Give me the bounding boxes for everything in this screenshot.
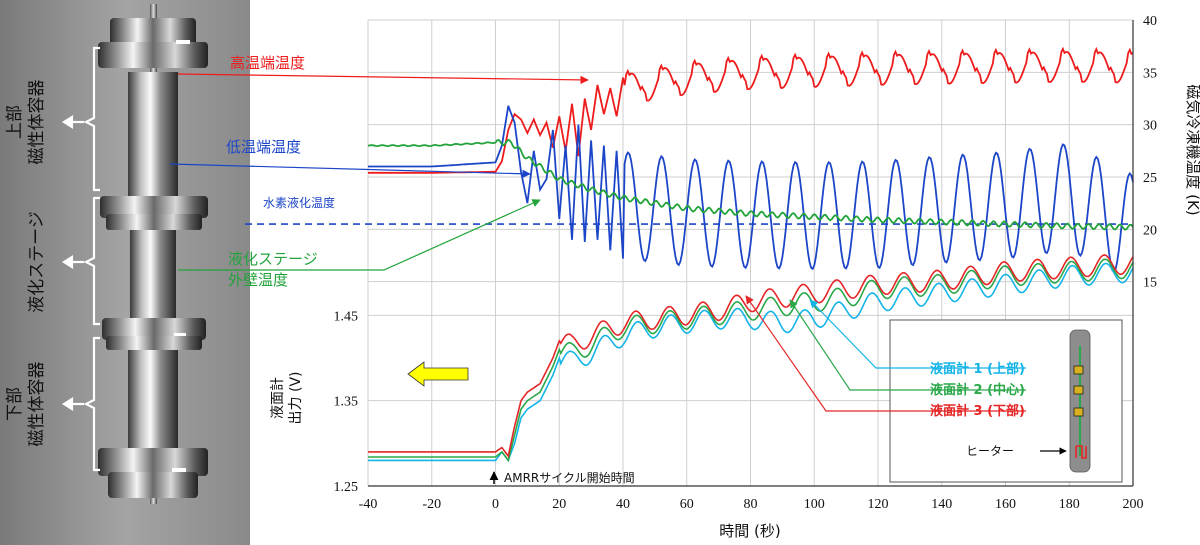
x-tick-120: 120 xyxy=(868,497,889,512)
flange-upper-mid xyxy=(100,196,208,230)
temp-tick-15: 15 xyxy=(1143,276,1157,291)
middle-label: 液化ステージ xyxy=(27,211,47,313)
level3-callout-line xyxy=(745,295,1026,412)
temp-series-hot xyxy=(368,46,1134,174)
temp-series-wall xyxy=(367,138,1134,231)
hot-callout-line xyxy=(177,73,589,85)
flange-bottom xyxy=(98,448,208,498)
bracket-lower xyxy=(83,336,100,472)
gauge2-sensor xyxy=(1073,385,1084,395)
x-tick-60: 60 xyxy=(680,497,694,512)
cold-callout: 低温端温度 xyxy=(226,138,301,156)
x-tick--40: -40 xyxy=(359,497,378,512)
temp-tick-25: 25 xyxy=(1143,171,1157,186)
level-tick-1.45: 1.45 xyxy=(334,309,359,324)
x-tick-160: 160 xyxy=(995,497,1016,512)
wall-callout-line1: 液化ステージ xyxy=(228,250,318,268)
series-group xyxy=(367,46,1134,463)
amrr-start-label: AMRRサイクル開始時間 xyxy=(504,471,635,485)
heater-element xyxy=(1075,445,1087,459)
device-photo: 上部 磁性体容器 液化ステージ 下部 磁性体容器 xyxy=(0,0,250,545)
upper-label-line1: 上部 xyxy=(5,105,25,139)
wall-callout-line xyxy=(178,199,541,271)
level-gauge-inset: 液面計 1 (上部) 液面計 2 (中心) 液面計 3 (下部) ヒーター xyxy=(889,319,1123,483)
lower-label-line1: 下部 xyxy=(5,387,25,421)
level1-callout-line xyxy=(809,299,1026,369)
axes xyxy=(368,20,1134,487)
level-tick-1.35: 1.35 xyxy=(334,395,359,410)
gauge1-sensor xyxy=(1073,365,1084,375)
right-y-axis-title: 磁気冷凍機温度 (K) xyxy=(1184,84,1200,215)
level2-callout-line xyxy=(789,299,1026,391)
bracket-upper xyxy=(83,46,100,192)
level1-label: 液面計 1 (上部) xyxy=(930,361,1025,377)
bracket-middle xyxy=(83,196,100,326)
flange-top xyxy=(98,18,208,68)
level-series-level3 xyxy=(368,254,1134,458)
arrow-lower-left-head xyxy=(61,397,74,411)
chart: -40 -20 0 20 40 60 80 100 120 140 160 180 200 15 20 25 3… xyxy=(245,14,1157,512)
cold-callout-line xyxy=(169,163,531,178)
arrow-upper-left-head xyxy=(61,115,74,129)
temp-tick-20: 20 xyxy=(1143,223,1157,238)
x-tick--20: -20 xyxy=(422,497,441,512)
x-tick-140: 140 xyxy=(931,497,952,512)
temp-tick-40: 40 xyxy=(1143,14,1157,29)
x-tick-0: 0 xyxy=(492,497,499,512)
h2-liquefaction-label: 水素液化温度 xyxy=(263,195,335,210)
temp-series-cold xyxy=(368,105,1134,274)
level-series-level1 xyxy=(368,262,1134,463)
x-tick-40: 40 xyxy=(616,497,630,512)
x-tick-100: 100 xyxy=(804,497,825,512)
wall-callout-line2: 外壁温度 xyxy=(228,271,288,289)
x-tick-80: 80 xyxy=(744,497,758,512)
x-tick-180: 180 xyxy=(1059,497,1080,512)
left-y-axis-title-line1: 液面計 xyxy=(270,377,286,419)
level-tick-1.25: 1.25 xyxy=(334,480,359,495)
lower-label-line2: 磁性体容器 xyxy=(27,362,47,447)
x-tick-200: 200 xyxy=(1123,497,1144,512)
gauge3-sensor xyxy=(1073,407,1084,417)
left-y-axis-title-line2: 出力 (V) xyxy=(288,372,304,425)
heater-label: ヒーター xyxy=(966,444,1014,458)
upper-label-line2: 磁性体容器 xyxy=(27,80,47,165)
tick-labels: -40 -20 0 20 40 60 80 100 120 140 160 180 200 15 20 25 3… xyxy=(334,14,1158,512)
flange-lower-mid xyxy=(102,318,206,350)
x-tick-20: 20 xyxy=(552,497,566,512)
yellow-left-arrow xyxy=(407,361,469,387)
temp-tick-35: 35 xyxy=(1143,66,1157,81)
arrow-middle-left-head xyxy=(61,255,74,269)
x-axis-title: 時間 (秒) xyxy=(719,522,780,540)
hot-callout: 高温端温度 xyxy=(230,54,305,72)
temp-tick-30: 30 xyxy=(1143,119,1157,134)
level-series-level2 xyxy=(368,258,1134,463)
